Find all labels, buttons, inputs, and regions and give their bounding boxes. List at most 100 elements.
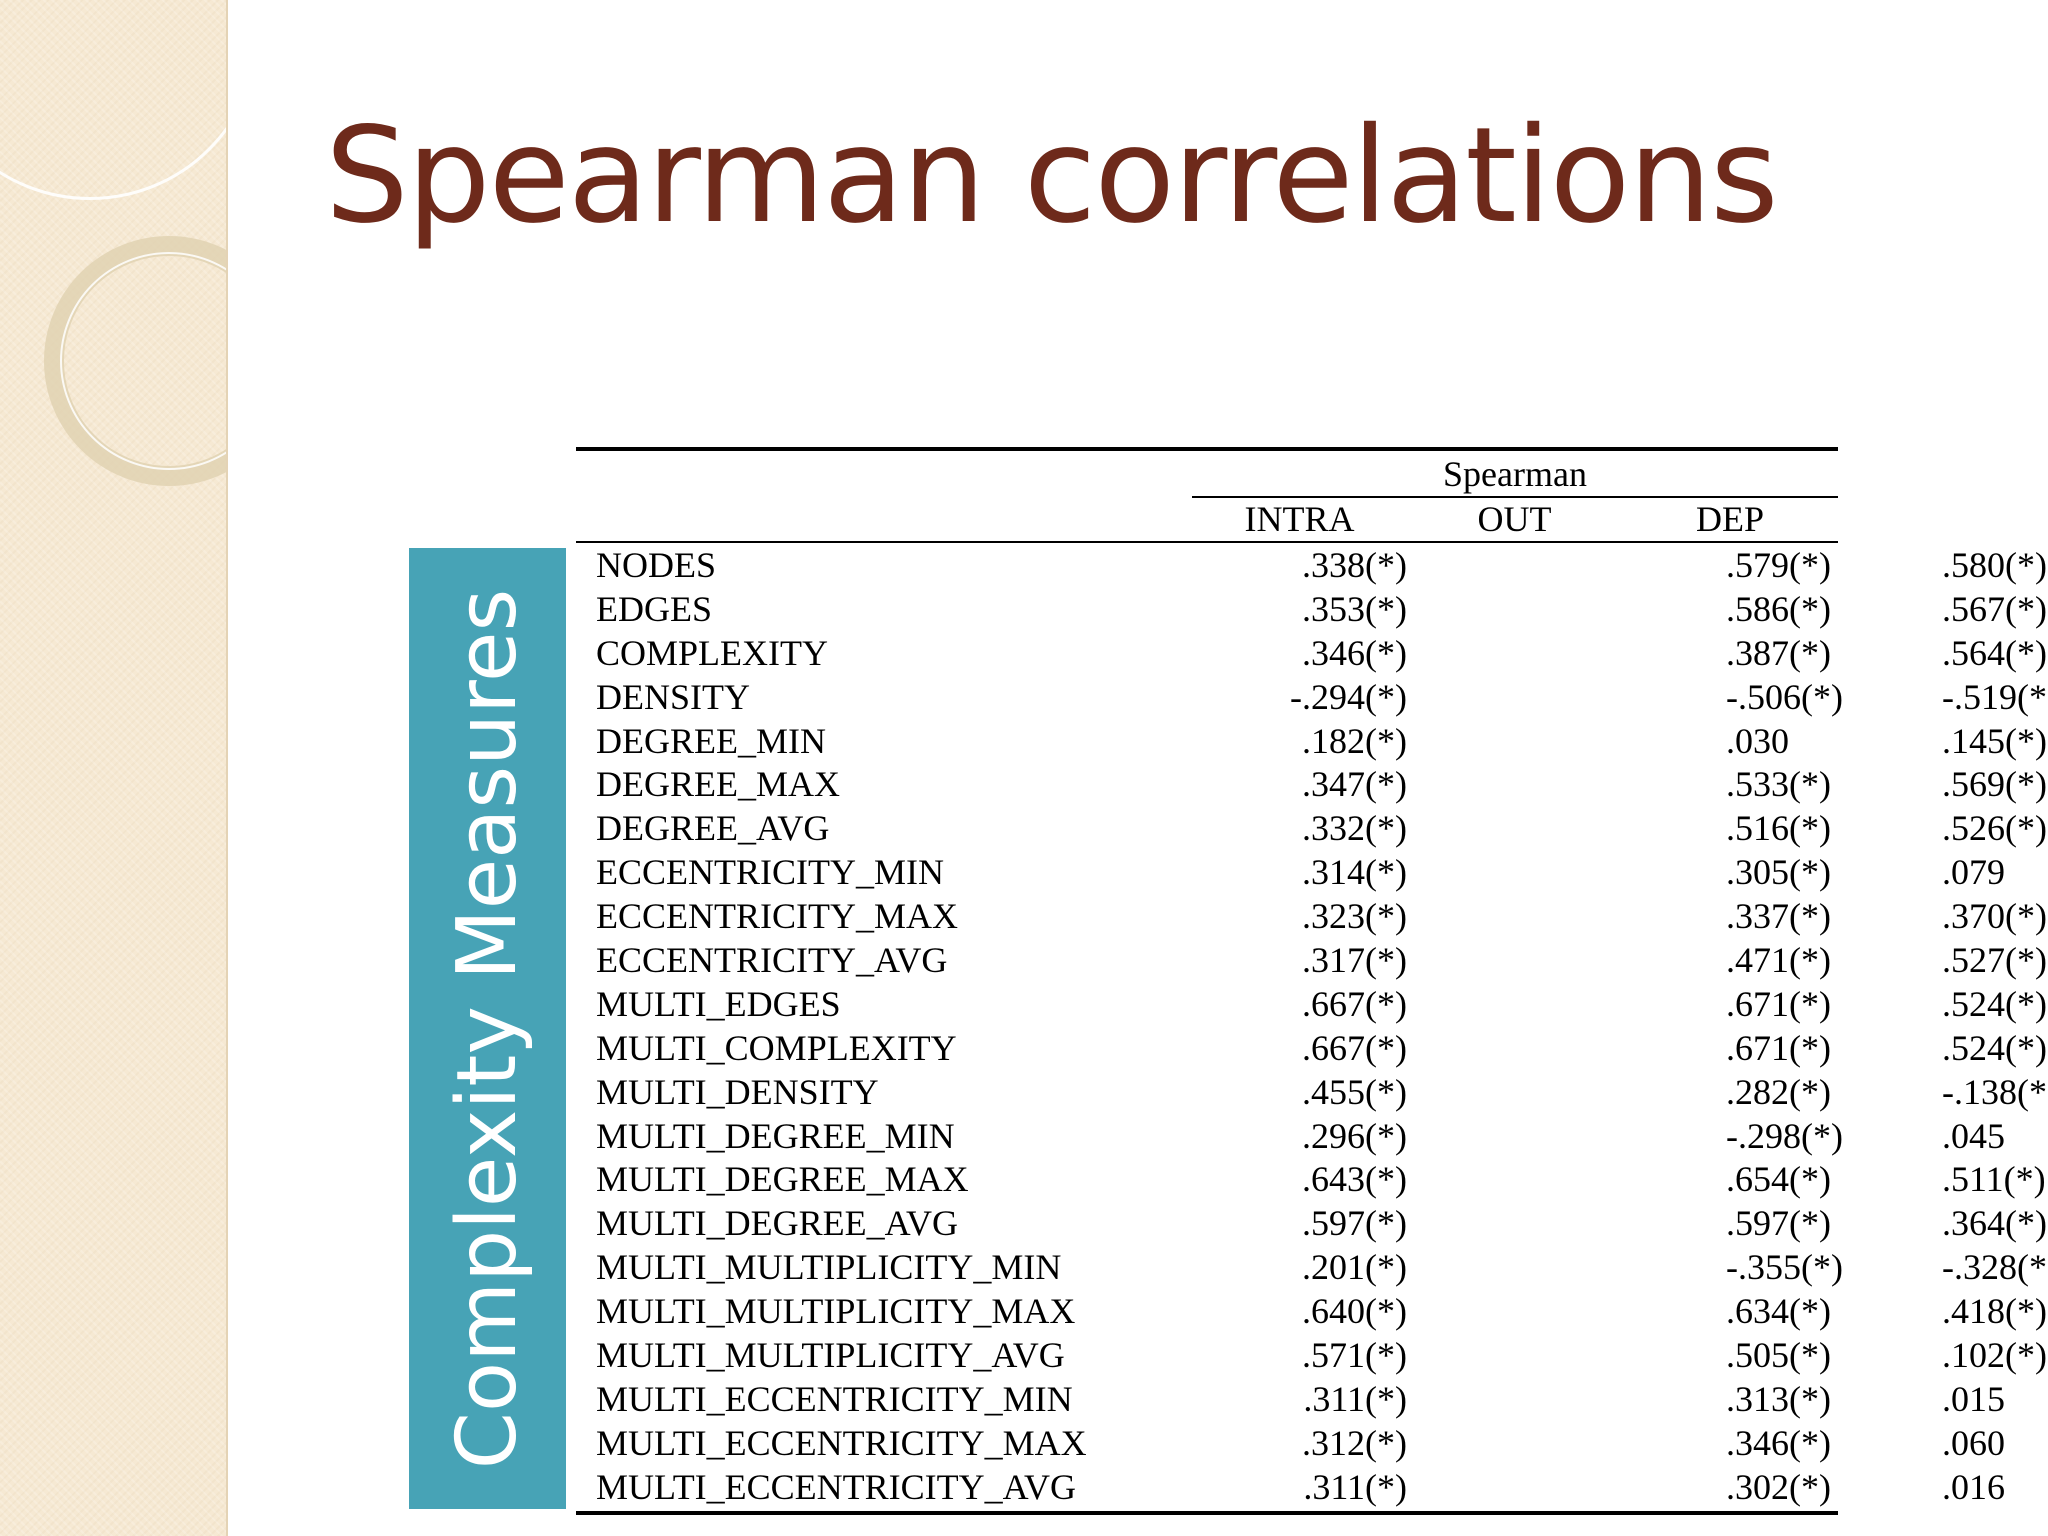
dep-value: .564(*)	[1942, 632, 2047, 673]
table-row: DENSITY -.294(*) -.506(*) -.519(*)	[576, 676, 2048, 720]
table-row: ECCENTRICITY_MAX .323(*) .337(*) .370(*)	[576, 895, 2047, 939]
out-value: .337(*)	[1726, 896, 1831, 937]
dep-value: .511(*)	[1942, 1159, 2046, 1200]
dep-value: -.328(*)	[1942, 1247, 2048, 1288]
table-group-rule	[1192, 496, 1838, 498]
dep-value: .060	[1942, 1422, 2005, 1463]
measure-name: NODES	[596, 545, 717, 585]
intra-value: .332(*)	[1302, 808, 1407, 849]
out-value: .671(*)	[1726, 1027, 1831, 1068]
intra-value: .296(*)	[1302, 1115, 1407, 1156]
decorative-left-band	[0, 0, 228, 1536]
table-row: EDGES .353(*) .586(*) .567(*)	[576, 588, 2047, 632]
intra-value: .182(*)	[1302, 720, 1407, 761]
measure-name: MULTI_DEGREE_MAX	[596, 1159, 969, 1200]
intra-value: .347(*)	[1302, 764, 1407, 805]
table-row: MULTI_MULTIPLICITY_MAX .640(*) .634(*) .…	[576, 1290, 2047, 1334]
intra-value: .314(*)	[1302, 852, 1407, 893]
out-value: -.506(*)	[1726, 676, 1843, 717]
out-value: .579(*)	[1726, 545, 1831, 585]
dep-value: -.138(*)	[1942, 1071, 2048, 1112]
table-row: MULTI_EDGES .667(*) .671(*) .524(*)	[576, 983, 2047, 1027]
out-value: .282(*)	[1726, 1071, 1831, 1112]
intra-value: .323(*)	[1302, 896, 1407, 937]
intra-value: .640(*)	[1302, 1291, 1407, 1332]
intra-value: -.294(*)	[1290, 676, 1407, 717]
measure-name: MULTI_EDGES	[596, 983, 841, 1024]
table-row: MULTI_ECCENTRICITY_MIN .311(*) .313(*) .…	[576, 1378, 2005, 1422]
measure-name: DEGREE_MIN	[596, 720, 826, 761]
table-row: MULTI_DENSITY .455(*) .282(*) -.138(*)	[576, 1071, 2048, 1115]
side-label-box: Complexity Measures	[409, 548, 566, 1509]
table-top-rule	[576, 447, 1838, 451]
table-row: ECCENTRICITY_MIN .314(*) .305(*) .079	[576, 851, 2005, 895]
intra-value: .338(*)	[1302, 545, 1407, 585]
out-value: .654(*)	[1726, 1159, 1831, 1200]
side-label-text: Complexity Measures	[439, 588, 535, 1469]
measure-name: MULTI_DEGREE_AVG	[596, 1203, 959, 1244]
dep-value: .526(*)	[1942, 808, 2047, 849]
out-value: .346(*)	[1726, 1422, 1831, 1463]
out-value: .597(*)	[1726, 1203, 1831, 1244]
intra-value: .311(*)	[1303, 1378, 1407, 1419]
table-row: MULTI_DEGREE_MAX .643(*) .654(*) .511(*)	[576, 1158, 2046, 1202]
out-value: .302(*)	[1726, 1466, 1831, 1507]
out-value: .634(*)	[1726, 1291, 1831, 1332]
intra-value: .346(*)	[1302, 632, 1407, 673]
dep-value: .145(*)	[1942, 720, 2047, 761]
out-value: .471(*)	[1726, 940, 1831, 981]
dep-value: .015	[1942, 1378, 2005, 1419]
intra-value: .317(*)	[1302, 940, 1407, 981]
intra-value: .643(*)	[1302, 1159, 1407, 1200]
out-value: .505(*)	[1726, 1335, 1831, 1376]
intra-value: .312(*)	[1302, 1422, 1407, 1463]
out-value: .586(*)	[1726, 588, 1831, 629]
table-row: ECCENTRICITY_AVG .317(*) .471(*) .527(*)	[576, 939, 2047, 983]
dep-value: .567(*)	[1942, 588, 2047, 629]
measure-name: MULTI_MULTIPLICITY_AVG	[596, 1335, 1065, 1376]
column-header-dep: DEP	[1695, 499, 1764, 539]
table-row: MULTI_ECCENTRICITY_AVG .311(*) .302(*) .…	[576, 1466, 2005, 1510]
dep-value: .418(*)	[1942, 1291, 2047, 1332]
table-row: MULTI_COMPLEXITY .667(*) .671(*) .524(*)	[576, 1027, 2047, 1071]
out-value: .313(*)	[1726, 1378, 1831, 1419]
dep-value: .524(*)	[1942, 1027, 2047, 1068]
table-row: DEGREE_AVG .332(*) .516(*) .526(*)	[576, 807, 2047, 851]
table-row: MULTI_MULTIPLICITY_MIN .201(*) -.355(*) …	[576, 1246, 2048, 1290]
column-header-intra: INTRA	[1244, 499, 1355, 539]
dep-value: .045	[1942, 1115, 2005, 1156]
measure-name: ECCENTRICITY_MAX	[596, 896, 958, 937]
intra-value: .201(*)	[1302, 1247, 1407, 1288]
measure-name: MULTI_ECCENTRICITY_AVG	[596, 1466, 1077, 1507]
table-row: MULTI_DEGREE_AVG .597(*) .597(*) .364(*)	[576, 1202, 2047, 1246]
table-body: NODES .338(*) .579(*) .580(*) EDGES .353…	[576, 544, 2048, 1510]
dep-value: .527(*)	[1942, 940, 2047, 981]
out-value: -.298(*)	[1726, 1115, 1843, 1156]
out-value: .387(*)	[1726, 632, 1831, 673]
measure-name: MULTI_DENSITY	[596, 1071, 879, 1112]
intra-value: .571(*)	[1302, 1335, 1407, 1376]
table-bottom-rule	[576, 1511, 1838, 1515]
table-row: MULTI_DEGREE_MIN .296(*) -.298(*) .045	[576, 1115, 2005, 1159]
measure-name: EDGES	[596, 588, 712, 629]
dep-value: .569(*)	[1942, 764, 2047, 805]
intra-value: .455(*)	[1302, 1071, 1407, 1112]
dep-value: .364(*)	[1942, 1203, 2047, 1244]
measure-name: ECCENTRICITY_AVG	[596, 940, 948, 981]
table-row: NODES .338(*) .579(*) .580(*)	[576, 544, 2047, 588]
dep-value: .370(*)	[1942, 896, 2047, 937]
intra-value: .353(*)	[1302, 588, 1407, 629]
intra-value: .311(*)	[1303, 1466, 1407, 1507]
table-row: MULTI_MULTIPLICITY_AVG .571(*) .505(*) .…	[576, 1334, 2047, 1378]
dep-value: .524(*)	[1942, 983, 2047, 1024]
out-value: .516(*)	[1726, 808, 1831, 849]
measure-name: DEGREE_MAX	[596, 764, 840, 805]
table-header-rule	[576, 541, 1838, 543]
out-value: .305(*)	[1726, 852, 1831, 893]
table-row: COMPLEXITY .346(*) .387(*) .564(*)	[576, 632, 2047, 676]
table-row: DEGREE_MAX .347(*) .533(*) .569(*)	[576, 763, 2047, 807]
measure-name: MULTI_MULTIPLICITY_MAX	[596, 1291, 1076, 1332]
measure-name: MULTI_ECCENTRICITY_MAX	[596, 1422, 1087, 1463]
measure-name: MULTI_DEGREE_MIN	[596, 1115, 955, 1156]
dep-value: .102(*)	[1942, 1335, 2047, 1376]
